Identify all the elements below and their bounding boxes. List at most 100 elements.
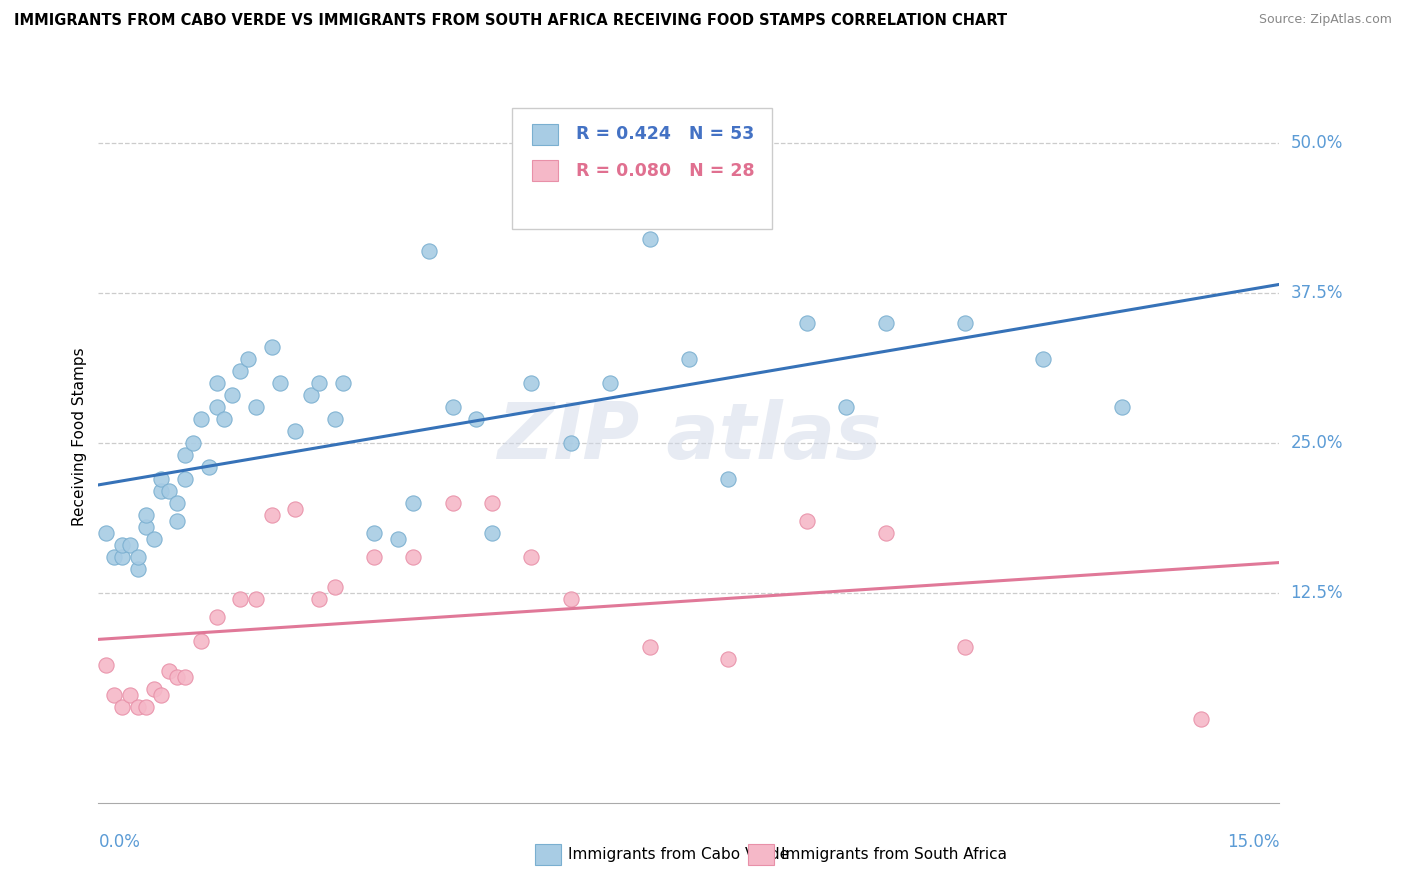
Point — [127, 562, 149, 576]
Point — [229, 364, 252, 378]
Point — [560, 436, 582, 450]
Point — [142, 532, 165, 546]
Point — [638, 232, 661, 246]
Point — [174, 670, 197, 684]
Point — [127, 549, 149, 564]
Point — [260, 340, 283, 354]
Point — [245, 591, 267, 606]
Point — [205, 610, 228, 624]
Point — [166, 670, 188, 684]
Point — [796, 316, 818, 330]
Y-axis label: Receiving Food Stamps: Receiving Food Stamps — [72, 348, 87, 526]
Point — [441, 496, 464, 510]
Point — [118, 688, 141, 702]
Point — [96, 526, 118, 541]
Point — [441, 400, 464, 414]
Point — [103, 549, 125, 564]
FancyBboxPatch shape — [536, 845, 561, 865]
Point — [181, 436, 204, 450]
Point — [717, 652, 740, 666]
Point — [875, 526, 897, 541]
Point — [284, 502, 307, 516]
FancyBboxPatch shape — [531, 161, 558, 181]
Point — [190, 634, 212, 648]
Point — [323, 412, 346, 426]
Point — [835, 400, 858, 414]
Point — [560, 591, 582, 606]
Point — [402, 496, 425, 510]
Point — [953, 640, 976, 654]
Point — [1189, 712, 1212, 726]
Point — [308, 376, 330, 391]
Point — [205, 400, 228, 414]
Point — [387, 532, 409, 546]
Point — [363, 549, 385, 564]
Point — [205, 376, 228, 391]
Point — [190, 412, 212, 426]
Point — [465, 412, 488, 426]
Point — [323, 580, 346, 594]
FancyBboxPatch shape — [531, 124, 558, 145]
Point — [638, 640, 661, 654]
Text: 50.0%: 50.0% — [1291, 135, 1343, 153]
Point — [150, 688, 173, 702]
Point — [953, 316, 976, 330]
Point — [214, 412, 236, 426]
Text: IMMIGRANTS FROM CABO VERDE VS IMMIGRANTS FROM SOUTH AFRICA RECEIVING FOOD STAMPS: IMMIGRANTS FROM CABO VERDE VS IMMIGRANTS… — [14, 13, 1007, 29]
Point — [157, 483, 180, 498]
Point — [142, 681, 165, 696]
Point — [166, 496, 188, 510]
Point — [481, 526, 503, 541]
Point — [174, 448, 197, 462]
Text: 12.5%: 12.5% — [1291, 584, 1343, 602]
Point — [245, 400, 267, 414]
Text: R = 0.080   N = 28: R = 0.080 N = 28 — [575, 161, 754, 179]
Point — [96, 657, 118, 672]
Text: 0.0%: 0.0% — [98, 833, 141, 851]
Point — [118, 538, 141, 552]
Point — [418, 244, 440, 259]
Point — [402, 549, 425, 564]
Point — [135, 520, 157, 534]
Text: R = 0.424   N = 53: R = 0.424 N = 53 — [575, 125, 754, 143]
Point — [363, 526, 385, 541]
Point — [520, 549, 543, 564]
Point — [174, 472, 197, 486]
Point — [103, 688, 125, 702]
Point — [229, 591, 252, 606]
Point — [127, 699, 149, 714]
Point — [1032, 352, 1054, 367]
Text: Source: ZipAtlas.com: Source: ZipAtlas.com — [1258, 13, 1392, 27]
Point — [111, 699, 134, 714]
Point — [299, 388, 322, 402]
Point — [260, 508, 283, 522]
Point — [150, 472, 173, 486]
Point — [796, 514, 818, 528]
Point — [481, 496, 503, 510]
Point — [1111, 400, 1133, 414]
Point — [111, 549, 134, 564]
Text: Immigrants from South Africa: Immigrants from South Africa — [782, 847, 1007, 863]
Point — [599, 376, 621, 391]
Point — [197, 460, 219, 475]
Point — [284, 424, 307, 438]
Point — [520, 376, 543, 391]
Point — [308, 591, 330, 606]
Point — [157, 664, 180, 678]
Point — [135, 508, 157, 522]
Point — [135, 699, 157, 714]
FancyBboxPatch shape — [748, 845, 773, 865]
Point — [875, 316, 897, 330]
FancyBboxPatch shape — [512, 108, 772, 228]
Point — [236, 352, 259, 367]
Text: 37.5%: 37.5% — [1291, 285, 1343, 302]
Point — [332, 376, 354, 391]
Point — [111, 538, 134, 552]
Point — [678, 352, 700, 367]
Text: Immigrants from Cabo Verde: Immigrants from Cabo Verde — [568, 847, 790, 863]
Point — [717, 472, 740, 486]
Text: ZIP atlas: ZIP atlas — [496, 399, 882, 475]
Point — [150, 483, 173, 498]
Point — [269, 376, 291, 391]
Point — [166, 514, 188, 528]
